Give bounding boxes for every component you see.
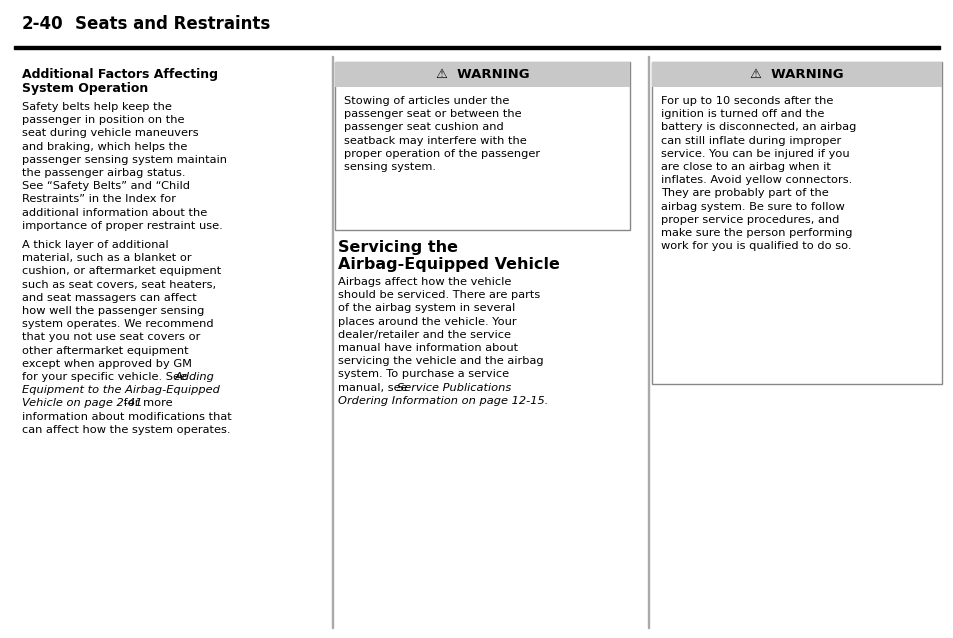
- Text: Vehicle on page 2-41: Vehicle on page 2-41: [22, 398, 142, 408]
- Text: additional information about the: additional information about the: [22, 207, 207, 218]
- Bar: [335, 62, 629, 87]
- Text: ⚠  WARNING: ⚠ WARNING: [749, 68, 842, 81]
- Text: for your specific vehicle. See: for your specific vehicle. See: [22, 372, 191, 382]
- Text: Restraints” in the Index for: Restraints” in the Index for: [22, 195, 175, 204]
- Text: ignition is turned off and the: ignition is turned off and the: [660, 109, 823, 119]
- Bar: [14, 46, 939, 49]
- Bar: [651, 62, 941, 384]
- Text: Safety belts help keep the: Safety belts help keep the: [22, 102, 172, 112]
- Bar: [647, 56, 648, 628]
- Text: for more: for more: [120, 398, 172, 408]
- Text: proper operation of the passenger: proper operation of the passenger: [344, 149, 539, 159]
- Text: system operates. We recommend: system operates. We recommend: [22, 319, 213, 329]
- Text: passenger sensing system maintain: passenger sensing system maintain: [22, 155, 227, 165]
- Text: Stowing of articles under the: Stowing of articles under the: [344, 96, 509, 106]
- Text: See “Safety Belts” and “Child: See “Safety Belts” and “Child: [22, 181, 190, 191]
- Text: should be serviced. There are parts: should be serviced. There are parts: [337, 290, 539, 300]
- Text: inflates. Avoid yellow connectors.: inflates. Avoid yellow connectors.: [660, 175, 851, 185]
- Text: Seats and Restraints: Seats and Restraints: [75, 15, 270, 33]
- Text: System Operation: System Operation: [22, 82, 148, 95]
- Text: seatback may interfere with the: seatback may interfere with the: [344, 136, 526, 145]
- Text: proper service procedures, and: proper service procedures, and: [660, 215, 839, 225]
- Text: can still inflate during improper: can still inflate during improper: [660, 136, 841, 145]
- Text: passenger seat or between the: passenger seat or between the: [344, 109, 521, 119]
- Text: For up to 10 seconds after the: For up to 10 seconds after the: [660, 96, 833, 106]
- Text: passenger in position on the: passenger in position on the: [22, 115, 184, 125]
- Text: 2-40: 2-40: [22, 15, 64, 33]
- Text: make sure the person performing: make sure the person performing: [660, 228, 852, 238]
- Text: system. To purchase a service: system. To purchase a service: [337, 369, 509, 380]
- Text: airbag system. Be sure to follow: airbag system. Be sure to follow: [660, 202, 843, 212]
- Text: places around the vehicle. Your: places around the vehicle. Your: [337, 316, 517, 327]
- Text: manual have information about: manual have information about: [337, 343, 517, 353]
- Text: They are probably part of the: They are probably part of the: [660, 188, 828, 198]
- Text: sensing system.: sensing system.: [344, 162, 436, 172]
- Text: Service Publications: Service Publications: [396, 383, 511, 392]
- Text: servicing the vehicle and the airbag: servicing the vehicle and the airbag: [337, 356, 543, 366]
- Bar: [332, 56, 333, 628]
- Text: that you not use seat covers or: that you not use seat covers or: [22, 332, 200, 343]
- Text: information about modifications that: information about modifications that: [22, 412, 232, 422]
- Text: except when approved by GM: except when approved by GM: [22, 359, 192, 369]
- Text: cushion, or aftermarket equipment: cushion, or aftermarket equipment: [22, 267, 221, 276]
- Bar: [335, 62, 629, 230]
- Text: importance of proper restraint use.: importance of proper restraint use.: [22, 221, 222, 231]
- Text: Ordering Information on page 12-15.: Ordering Information on page 12-15.: [337, 396, 548, 406]
- Text: of the airbag system in several: of the airbag system in several: [337, 304, 515, 313]
- Text: battery is disconnected, an airbag: battery is disconnected, an airbag: [660, 122, 856, 133]
- Text: Additional Factors Affecting: Additional Factors Affecting: [22, 68, 218, 81]
- Text: Adding: Adding: [174, 372, 214, 382]
- Text: how well the passenger sensing: how well the passenger sensing: [22, 306, 204, 316]
- Text: A thick layer of additional: A thick layer of additional: [22, 240, 169, 250]
- Text: and braking, which helps the: and braking, which helps the: [22, 142, 187, 152]
- Text: Airbags affect how the vehicle: Airbags affect how the vehicle: [337, 277, 511, 287]
- Text: such as seat covers, seat heaters,: such as seat covers, seat heaters,: [22, 279, 216, 290]
- Text: Airbag-Equipped Vehicle: Airbag-Equipped Vehicle: [337, 256, 559, 272]
- Text: work for you is qualified to do so.: work for you is qualified to do so.: [660, 241, 851, 251]
- Text: are close to an airbag when it: are close to an airbag when it: [660, 162, 830, 172]
- Text: ⚠  WARNING: ⚠ WARNING: [436, 68, 529, 81]
- Text: and seat massagers can affect: and seat massagers can affect: [22, 293, 196, 303]
- Text: manual, see: manual, see: [337, 383, 411, 392]
- Text: seat during vehicle maneuvers: seat during vehicle maneuvers: [22, 128, 198, 138]
- Text: dealer/retailer and the service: dealer/retailer and the service: [337, 330, 511, 340]
- Text: can affect how the system operates.: can affect how the system operates.: [22, 425, 231, 435]
- Text: the passenger airbag status.: the passenger airbag status.: [22, 168, 185, 178]
- Text: service. You can be injured if you: service. You can be injured if you: [660, 149, 849, 159]
- Text: Equipment to the Airbag-Equipped: Equipment to the Airbag-Equipped: [22, 385, 219, 395]
- Text: other aftermarket equipment: other aftermarket equipment: [22, 346, 189, 355]
- Bar: [651, 62, 941, 87]
- Text: material, such as a blanket or: material, such as a blanket or: [22, 253, 192, 263]
- Text: passenger seat cushion and: passenger seat cushion and: [344, 122, 503, 133]
- Text: Servicing the: Servicing the: [337, 240, 457, 255]
